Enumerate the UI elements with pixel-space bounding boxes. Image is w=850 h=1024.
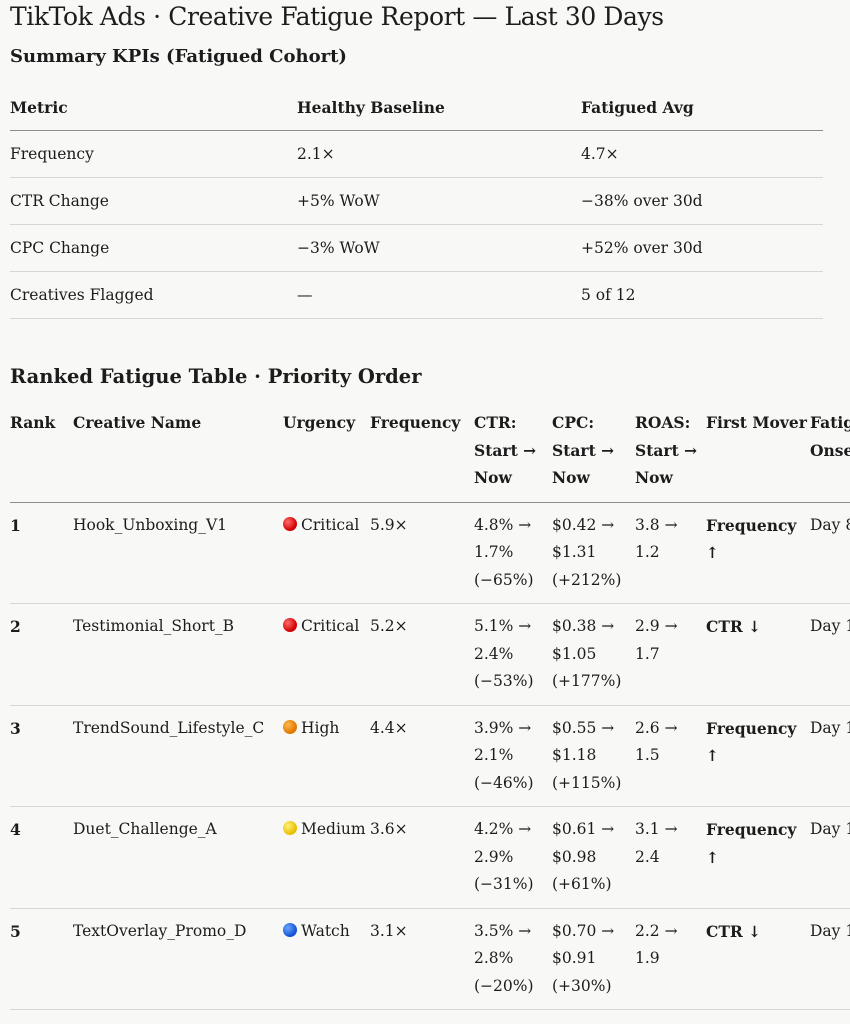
table-row: 2 Testimonial_Short_B Critical 5.2× 5.1%… (10, 603, 850, 706)
rank-col-mover: First Mover (706, 400, 810, 503)
page-title: TikTok Ads · Creative Fatigue Report — L… (10, 2, 664, 31)
rank-number: 2 (10, 603, 73, 706)
rank-table-viewport[interactable]: Rank Creative Name Urgency Frequency CTR… (0, 400, 850, 1024)
kpi-metric: Frequency (10, 130, 297, 178)
kpi-metric: CPC Change (10, 224, 297, 272)
rank-table: Rank Creative Name Urgency Frequency CTR… (10, 400, 850, 1010)
cpc-value: $0.61 → $0.98 (+61%) (552, 806, 635, 909)
first-mover: CTR ↓ (706, 603, 810, 706)
urgency-cell: Critical (283, 502, 370, 604)
fatigue-onset: Day 10 (810, 603, 850, 706)
rank-section-heading: Ranked Fatigue Table · Priority Order (10, 365, 422, 388)
kpi-section-heading: Summary KPIs (Fatigued Cohort) (10, 46, 347, 67)
urgency-label: Critical (301, 515, 360, 534)
kpi-table: Metric Healthy Baseline Fatigued Avg Fre… (10, 84, 823, 319)
kpi-baseline: 2.1× (297, 130, 581, 178)
first-mover: CTR ↓ (706, 908, 810, 1010)
roas-value: 2.2 → 1.9 (635, 908, 706, 1010)
kpi-row: CTR Change +5% WoW −38% over 30d (10, 177, 823, 225)
rank-col-ctr: CTR: Start → Now (474, 400, 552, 503)
rank-col-roas: ROAS: Start → Now (635, 400, 706, 503)
ctr-value: 3.5% → 2.8% (−20%) (474, 908, 552, 1010)
orange-circle-icon (283, 719, 297, 734)
kpi-baseline: — (297, 271, 581, 319)
kpi-row: Creatives Flagged — 5 of 12 (10, 271, 823, 319)
rank-col-name: Creative Name (73, 400, 283, 503)
fatigue-onset: Day 19 (810, 908, 850, 1010)
kpi-metric: Creatives Flagged (10, 271, 297, 319)
rank-col-rank: Rank (10, 400, 73, 503)
fatigue-onset: Day 8 (810, 502, 850, 604)
kpi-col-fatigued: Fatigued Avg (581, 84, 823, 131)
first-mover: Frequency ↑ (706, 705, 810, 807)
ctr-value: 3.9% → 2.1% (−46%) (474, 705, 552, 807)
urgency-label: High (301, 718, 340, 737)
urgency-label: Watch (301, 921, 350, 940)
roas-value: 3.8 → 1.2 (635, 502, 706, 604)
rank-col-onset: Fatigue Onset (810, 400, 850, 503)
urgency-cell: Medium (283, 806, 370, 909)
fatigue-onset: Day 15 (810, 806, 850, 909)
rank-col-frequency: Frequency (370, 400, 474, 503)
kpi-baseline: +5% WoW (297, 177, 581, 225)
rank-col-urgency: Urgency (283, 400, 370, 503)
kpi-metric: CTR Change (10, 177, 297, 225)
cpc-value: $0.55 → $1.18 (+115%) (552, 705, 635, 807)
red-circle-icon (283, 618, 297, 632)
urgency-label: Medium (301, 820, 366, 838)
kpi-fatigued: 4.7× (581, 130, 823, 178)
roas-value: 2.6 → 1.5 (635, 705, 706, 807)
ctr-value: 4.2% → 2.9% (−31%) (474, 806, 552, 909)
roas-value: 3.1 → 2.4 (635, 806, 706, 909)
urgency-cell: Watch (283, 908, 370, 1010)
kpi-col-baseline: Healthy Baseline (297, 84, 581, 131)
creative-name: TextOverlay_Promo_D (73, 908, 283, 1010)
creative-name: TrendSound_Lifestyle_C (73, 705, 283, 807)
rank-number: 5 (10, 908, 73, 1010)
urgency-cell: High (283, 705, 370, 807)
kpi-col-metric: Metric (10, 84, 297, 131)
urgency-label: Critical (301, 617, 360, 635)
rank-number: 3 (10, 705, 73, 807)
yellow-circle-icon (283, 821, 297, 835)
cpc-value: $0.38 → $1.05 (+177%) (552, 603, 635, 706)
frequency-value: 5.2× (370, 603, 474, 706)
kpi-row: Frequency 2.1× 4.7× (10, 130, 823, 178)
roas-value: 2.9 → 1.7 (635, 603, 706, 706)
rank-header-row: Rank Creative Name Urgency Frequency CTR… (10, 400, 850, 503)
cpc-value: $0.42 → $1.31 (+212%) (552, 502, 635, 604)
kpi-fatigued: +52% over 30d (581, 224, 823, 272)
table-row: 5 TextOverlay_Promo_D Watch 3.1× 3.5% → … (10, 908, 850, 1010)
rank-col-cpc: CPC: Start → Now (552, 400, 635, 503)
first-mover: Frequency ↑ (706, 806, 810, 909)
kpi-row: CPC Change −3% WoW +52% over 30d (10, 224, 823, 272)
ctr-value: 5.1% → 2.4% (−53%) (474, 603, 552, 706)
frequency-value: 4.4× (370, 705, 474, 807)
table-row: 3 TrendSound_Lifestyle_C High 4.4× 3.9% … (10, 705, 850, 807)
creative-name: Testimonial_Short_B (73, 603, 283, 706)
cpc-value: $0.70 → $0.91 (+30%) (552, 908, 635, 1010)
creative-name: Duet_Challenge_A (73, 806, 283, 909)
kpi-fatigued: −38% over 30d (581, 177, 823, 225)
urgency-cell: Critical (283, 603, 370, 706)
rank-number: 1 (10, 502, 73, 604)
frequency-value: 3.1× (370, 908, 474, 1010)
first-mover: Frequency ↑ (706, 502, 810, 604)
creative-name: Hook_Unboxing_V1 (73, 502, 283, 604)
red-circle-icon (283, 516, 297, 531)
table-row: 4 Duet_Challenge_A Medium 3.6× 4.2% → 2.… (10, 806, 850, 909)
table-row: 1 Hook_Unboxing_V1 Critical 5.9× 4.8% → … (10, 502, 850, 604)
blue-circle-icon (283, 922, 297, 937)
kpi-header-row: Metric Healthy Baseline Fatigued Avg (10, 84, 823, 131)
kpi-baseline: −3% WoW (297, 224, 581, 272)
frequency-value: 3.6× (370, 806, 474, 909)
fatigue-onset: Day 12 (810, 705, 850, 807)
ctr-value: 4.8% → 1.7% (−65%) (474, 502, 552, 604)
kpi-fatigued: 5 of 12 (581, 271, 823, 319)
rank-number: 4 (10, 806, 73, 909)
frequency-value: 5.9× (370, 502, 474, 604)
